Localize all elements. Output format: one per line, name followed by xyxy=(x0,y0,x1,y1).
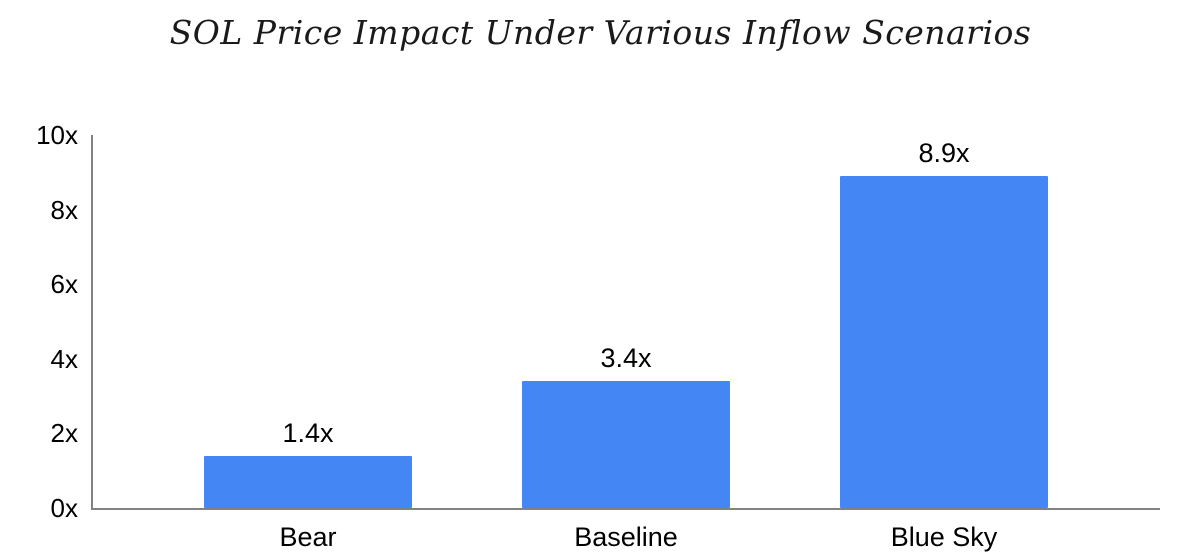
x-axis-line xyxy=(91,508,1160,510)
y-tick-label: 10x xyxy=(36,120,78,150)
y-tick-label: 0x xyxy=(50,493,78,523)
x-category-label: Baseline xyxy=(574,522,678,552)
y-axis-line xyxy=(91,135,93,510)
chart-title: SOL Price Impact Under Various Inflow Sc… xyxy=(169,13,1032,52)
y-tick-label: 6x xyxy=(50,269,78,300)
y-tick-label: 8x xyxy=(50,194,78,225)
y-tick-label: 2x xyxy=(50,418,78,449)
bar-baseline xyxy=(522,381,730,508)
x-category-label: Bear xyxy=(279,522,337,552)
bar-bear xyxy=(204,456,412,508)
x-category-label: Blue Sky xyxy=(890,522,998,552)
bar-blue-sky xyxy=(840,176,1048,508)
y-tick-label: 4x xyxy=(50,343,78,374)
bar-value-label: 8.9x xyxy=(918,138,970,168)
bar-value-label: 1.4x xyxy=(282,418,334,448)
bar-value-label: 3.4x xyxy=(600,343,652,373)
